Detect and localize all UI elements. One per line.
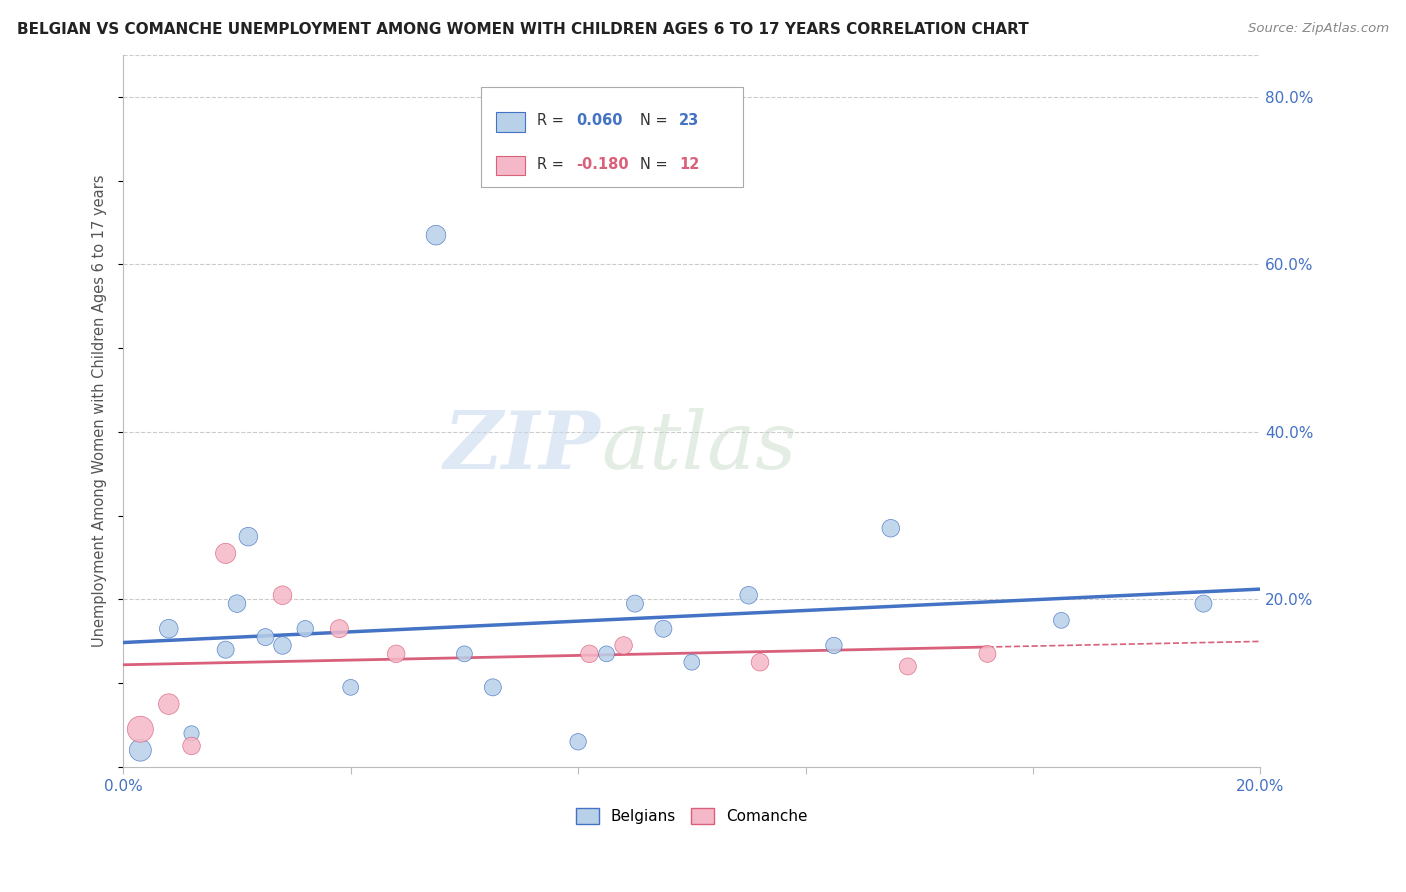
Text: R =: R = [537, 157, 568, 172]
Point [214, 546, 236, 560]
Bar [496, 155, 524, 175]
Point [681, 655, 703, 669]
Point [385, 647, 408, 661]
Point [180, 726, 202, 740]
Point [157, 697, 180, 711]
Point [749, 655, 772, 669]
Text: 12: 12 [679, 157, 700, 172]
Text: BELGIAN VS COMANCHE UNEMPLOYMENT AMONG WOMEN WITH CHILDREN AGES 6 TO 17 YEARS CO: BELGIAN VS COMANCHE UNEMPLOYMENT AMONG W… [17, 22, 1029, 37]
Point [453, 647, 475, 661]
Point [254, 630, 277, 644]
Point [238, 530, 260, 544]
Point [180, 739, 202, 753]
Point [652, 622, 675, 636]
Bar [496, 112, 524, 132]
Point [482, 681, 505, 695]
Point [339, 681, 361, 695]
Text: N =: N = [640, 157, 672, 172]
Point [624, 597, 647, 611]
Point [157, 622, 180, 636]
Point [578, 647, 600, 661]
Point [595, 647, 617, 661]
Point [294, 622, 316, 636]
Point [271, 588, 294, 602]
Text: 0.060: 0.060 [576, 113, 623, 128]
Legend: Belgians, Comanche: Belgians, Comanche [569, 802, 814, 830]
Text: N =: N = [640, 113, 672, 128]
Point [425, 228, 447, 243]
Point [129, 743, 152, 757]
Text: Source: ZipAtlas.com: Source: ZipAtlas.com [1249, 22, 1389, 36]
Point [1192, 597, 1215, 611]
Point [271, 639, 294, 653]
Point [214, 642, 236, 657]
Point [1050, 613, 1073, 627]
Text: ZIP: ZIP [444, 408, 600, 485]
Point [129, 723, 152, 737]
Point [567, 735, 589, 749]
Point [976, 647, 998, 661]
Text: atlas: atlas [600, 408, 796, 485]
Text: R =: R = [537, 113, 568, 128]
Point [880, 521, 903, 535]
FancyBboxPatch shape [481, 87, 742, 186]
Point [823, 639, 845, 653]
Point [737, 588, 759, 602]
Text: 23: 23 [679, 113, 700, 128]
Point [226, 597, 249, 611]
Text: -0.180: -0.180 [576, 157, 628, 172]
Point [328, 622, 350, 636]
Y-axis label: Unemployment Among Women with Children Ages 6 to 17 years: Unemployment Among Women with Children A… [93, 175, 107, 648]
Point [613, 639, 636, 653]
Point [897, 659, 920, 673]
